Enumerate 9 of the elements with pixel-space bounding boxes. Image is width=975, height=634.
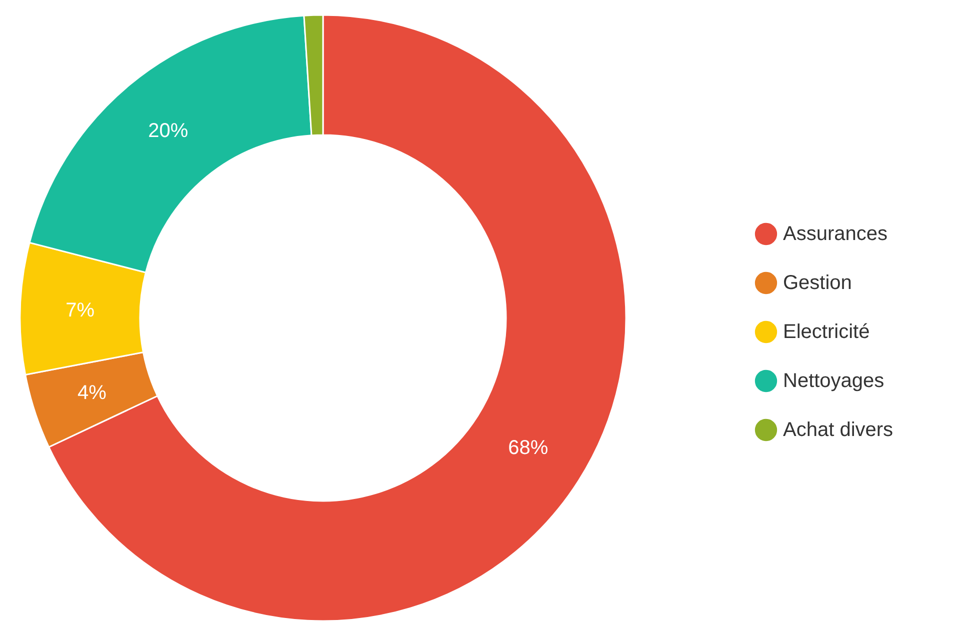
data-label: 68% [508, 437, 548, 460]
legend-label: Nettoyages [783, 370, 884, 392]
legend-label: Assurances [783, 223, 888, 245]
data-label: 20% [148, 120, 188, 142]
legend-label: Electricité [783, 321, 870, 343]
legend-label: Gestion [783, 272, 852, 294]
data-label: 7% [66, 299, 95, 322]
data-label: 4% [77, 382, 107, 404]
legend-label: Achat divers [783, 419, 894, 441]
